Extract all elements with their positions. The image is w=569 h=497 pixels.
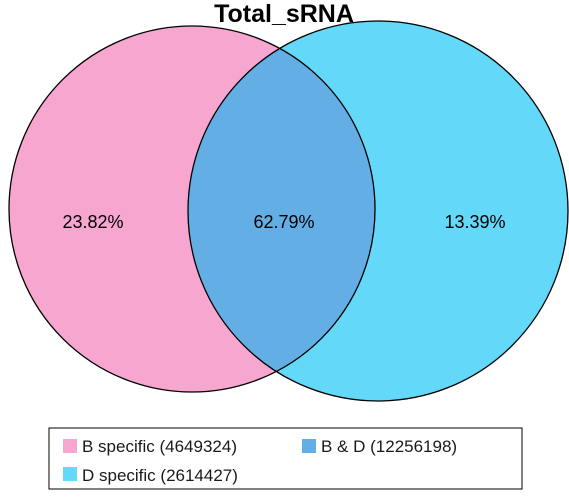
legend: B specific (4649324) B & D (12256198) D …	[48, 427, 523, 490]
legend-swatch-overlap	[302, 439, 316, 453]
set-d-outline	[187, 20, 569, 402]
legend-swatch-d-specific	[63, 467, 77, 481]
legend-swatch-b-specific	[63, 439, 77, 453]
overlap-percent: 62.79%	[253, 212, 314, 232]
b-specific-percent: 23.82%	[62, 212, 123, 232]
legend-box	[48, 427, 523, 490]
chart-title: Total_sRNA	[214, 0, 354, 28]
legend-label-overlap: B & D (12256198)	[321, 437, 457, 456]
legend-label-d-specific: D specific (2614427)	[82, 466, 238, 485]
d-specific-percent: 13.39%	[444, 212, 505, 232]
overlap-region	[188, 26, 375, 392]
legend-label-b-specific: B specific (4649324)	[82, 437, 237, 456]
set-b-outline	[8, 25, 376, 393]
